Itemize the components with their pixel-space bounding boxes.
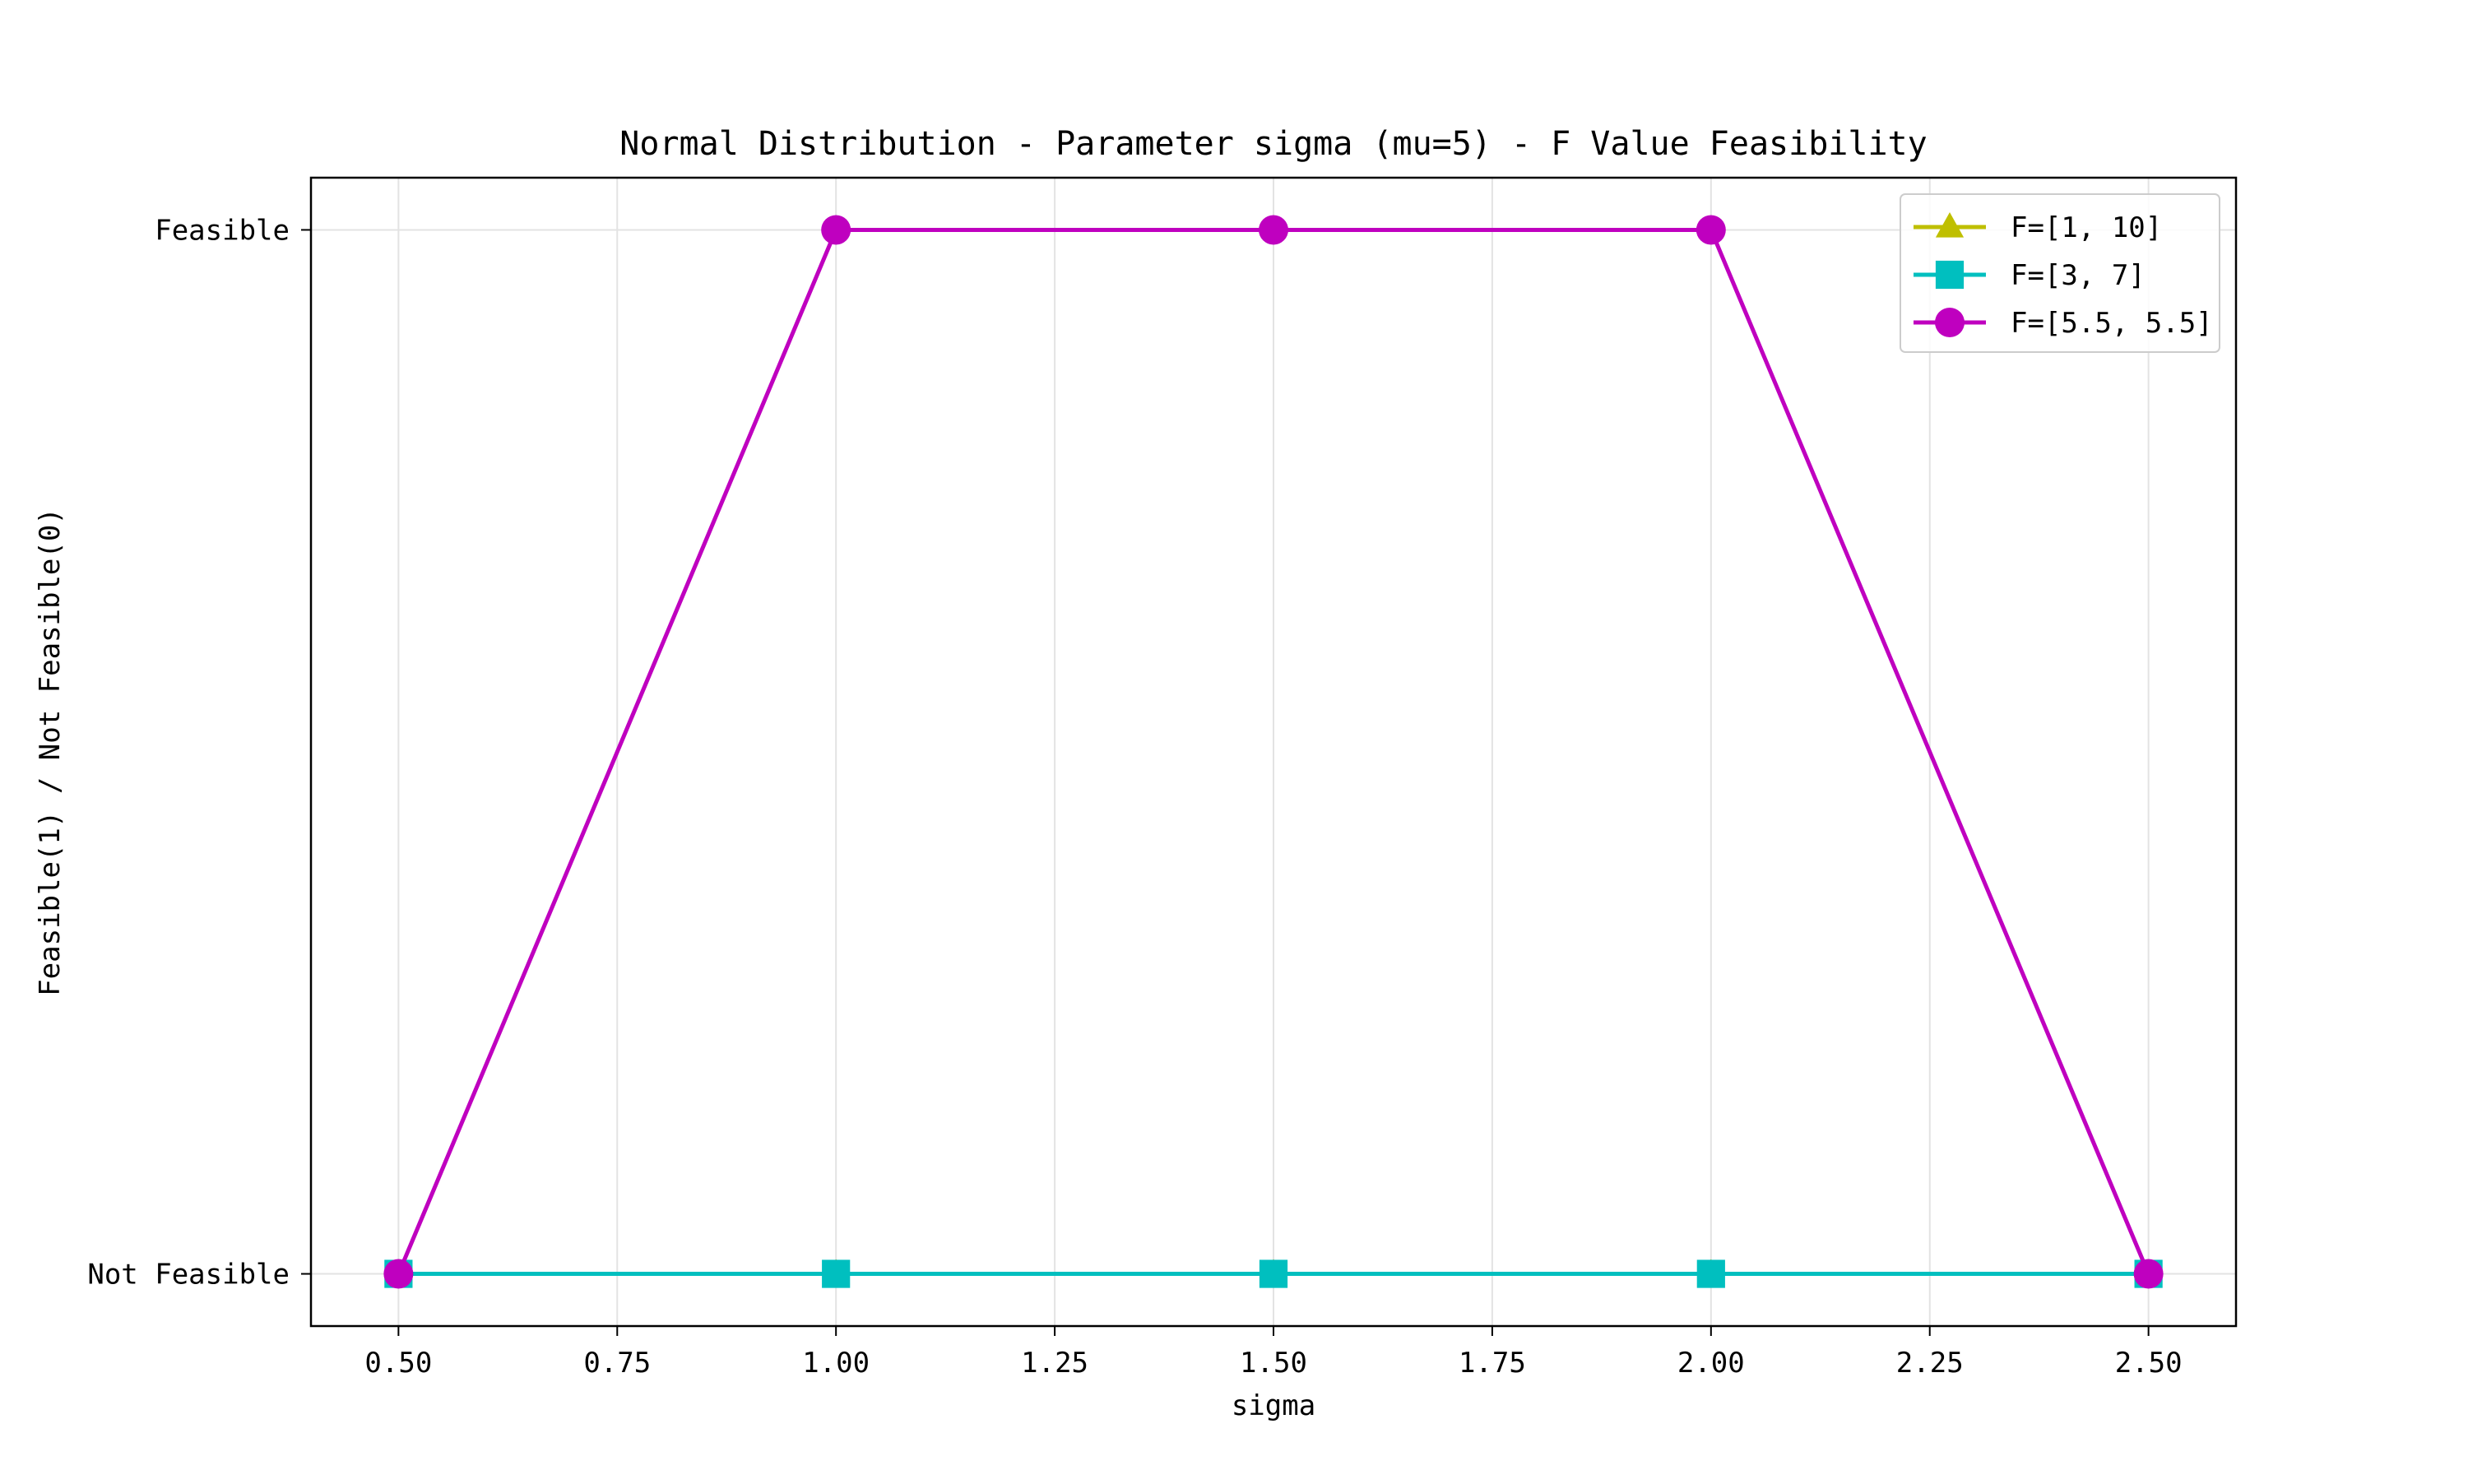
data-point <box>2133 1259 2164 1289</box>
legend-marker <box>1935 212 1965 238</box>
legend-label: F=[5.5, 5.5] <box>2011 307 2213 340</box>
axis-ticks: 0.50 0.75 1.00 1.25 1.50 1.75 2.00 2.25 2.50 Not … <box>87 214 2182 1380</box>
data-point <box>822 1259 851 1288</box>
y-tick-label: Feasible <box>155 214 290 247</box>
series-layer <box>383 215 2164 1289</box>
legend-item: F=[5.5, 5.5] <box>1914 307 2213 340</box>
data-point <box>1696 215 1726 245</box>
y-tick-label: Not Feasible <box>87 1259 290 1292</box>
x-tick-label: 1.00 <box>802 1347 870 1380</box>
x-tick-label: 1.75 <box>1459 1347 1526 1380</box>
legend-item: F=[1, 10] <box>1914 211 2162 244</box>
legend: F=[1, 10] F=[3, 7] F=[5.5, 5.5] <box>1900 193 2220 353</box>
x-tick-label: 2.00 <box>1677 1347 1745 1380</box>
data-point <box>821 215 851 245</box>
x-tick-label: 1.50 <box>1240 1347 1307 1380</box>
data-point <box>1259 1259 1288 1288</box>
x-tick-label: 2.25 <box>1896 1347 1964 1380</box>
series-3 <box>383 215 2164 1289</box>
legend-marker <box>1935 308 1965 337</box>
legend-item: F=[3, 7] <box>1914 259 2146 292</box>
x-tick-label: 1.25 <box>1021 1347 1088 1380</box>
legend-label: F=[3, 7] <box>2011 259 2146 292</box>
x-axis-label: sigma <box>1232 1389 1315 1422</box>
legend-marker <box>1935 260 1965 290</box>
x-tick-label: 2.50 <box>2115 1347 2183 1380</box>
chart-title: Normal Distribution - Parameter sigma (m… <box>619 125 1927 163</box>
data-point <box>1696 1259 1725 1288</box>
x-tick-label: 0.75 <box>583 1347 651 1380</box>
legend-box <box>1900 193 2220 353</box>
data-point <box>383 1259 414 1289</box>
x-tick-label: 0.50 <box>364 1347 432 1380</box>
y-axis-label: Feasible(1) / Not Feasible(0) <box>34 508 67 996</box>
data-point <box>1259 215 1288 245</box>
legend-label: F=[1, 10] <box>2011 211 2162 244</box>
